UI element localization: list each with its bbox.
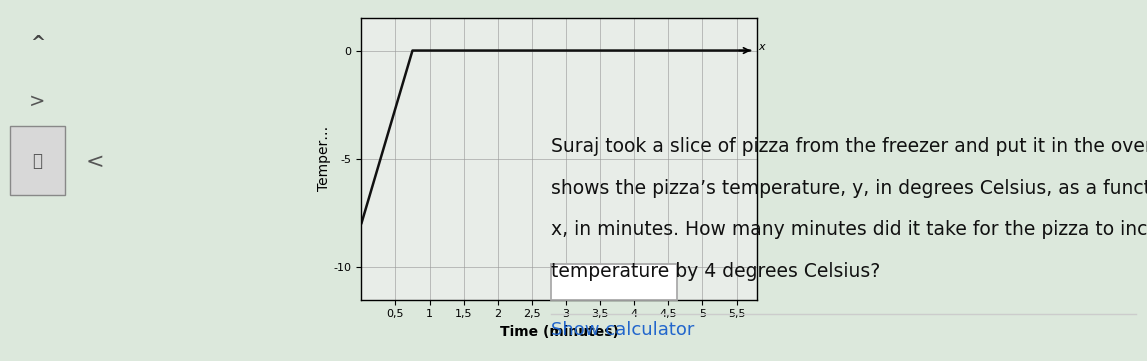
Text: ⎘: ⎘ <box>32 152 42 170</box>
Text: x, in minutes. How many minutes did it take for the pizza to increase its: x, in minutes. How many minutes did it t… <box>551 220 1147 239</box>
FancyBboxPatch shape <box>551 264 677 300</box>
Text: Show calculator: Show calculator <box>551 321 694 339</box>
Y-axis label: Temper…: Temper… <box>317 126 330 191</box>
Text: x: x <box>758 42 765 52</box>
Text: shows the pizza’s temperature, y, in degrees Celsius, as a function of time,: shows the pizza’s temperature, y, in deg… <box>551 179 1147 198</box>
X-axis label: Time (minutes): Time (minutes) <box>500 325 618 339</box>
Text: Suraj took a slice of pizza from the freezer and put it in the oven. The graph: Suraj took a slice of pizza from the fre… <box>551 137 1147 156</box>
Text: ^: ^ <box>30 34 45 52</box>
Text: <: < <box>85 152 104 173</box>
Text: temperature by 4 degrees Celsius?: temperature by 4 degrees Celsius? <box>551 262 880 281</box>
FancyBboxPatch shape <box>9 126 65 195</box>
Text: >: > <box>29 92 46 110</box>
